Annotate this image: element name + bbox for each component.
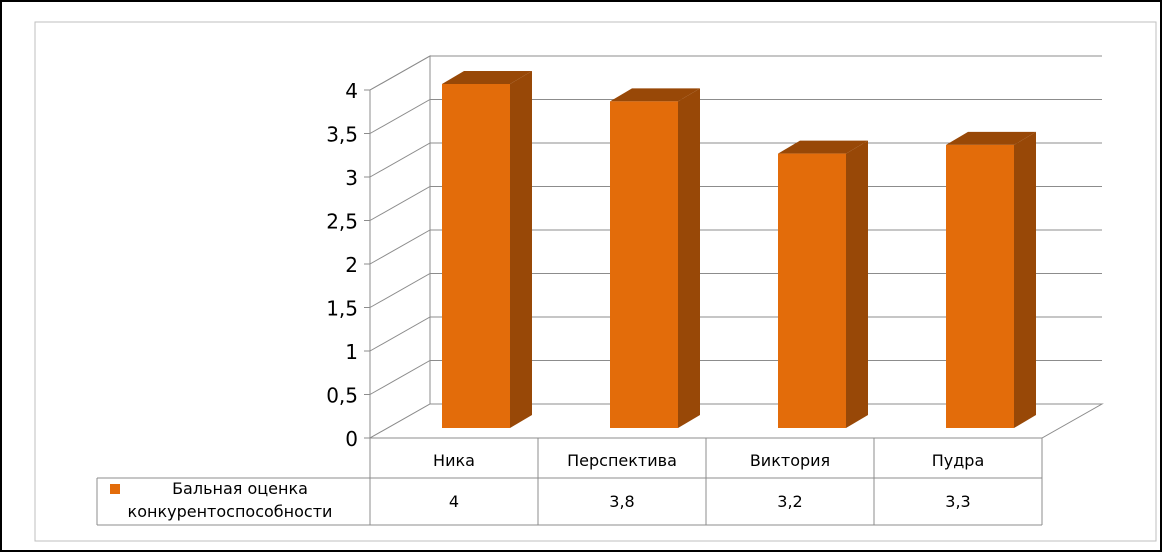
bar-side bbox=[846, 140, 868, 428]
gridline bbox=[369, 229, 1102, 265]
y-tick-label: 0 bbox=[345, 427, 358, 451]
bar-front bbox=[778, 153, 846, 428]
y-tick-label: 0,5 bbox=[326, 384, 358, 408]
data-label: 3,2 bbox=[777, 492, 802, 511]
y-tick-label: 1 bbox=[345, 340, 358, 364]
bar-front bbox=[946, 144, 1014, 428]
gridline bbox=[369, 316, 1102, 352]
legend-label: Бальная оценка bbox=[172, 479, 308, 498]
gridline bbox=[369, 55, 1102, 91]
bar-top bbox=[610, 88, 700, 102]
y-tick-label: 2 bbox=[345, 253, 358, 277]
legend-key bbox=[110, 484, 120, 494]
gridline bbox=[369, 273, 1102, 308]
y-tick-label: 3 bbox=[345, 166, 358, 190]
bar bbox=[946, 131, 1036, 428]
data-label: 4 bbox=[449, 492, 459, 511]
data-table: Ника 4 Перспектива 3,8 Виктория 3,2 Пудра 3,3 Ба… bbox=[96, 437, 1043, 526]
bars bbox=[442, 71, 1036, 429]
bar bbox=[610, 88, 700, 429]
bar bbox=[778, 140, 868, 428]
y-axis-ticks: 0 0,5 1 1,5 2 2,5 3 3,5 4 bbox=[326, 79, 371, 451]
bar-top bbox=[946, 131, 1036, 145]
gridline bbox=[369, 99, 1102, 134]
bar-side bbox=[510, 71, 532, 428]
bar-side bbox=[678, 88, 700, 429]
y-tick-label: 3,5 bbox=[326, 123, 358, 147]
category-label: Перспектива bbox=[567, 451, 677, 470]
category-label: Ника bbox=[433, 451, 475, 470]
bar-front bbox=[610, 101, 678, 429]
bar bbox=[442, 71, 532, 428]
gridline bbox=[369, 186, 1102, 221]
gridlines bbox=[369, 55, 1102, 395]
data-label: 3,3 bbox=[945, 492, 970, 511]
data-label: 3,8 bbox=[609, 492, 634, 511]
bar-side bbox=[1014, 131, 1036, 428]
y-tick-label: 1,5 bbox=[326, 297, 358, 321]
category-label: Виктория bbox=[750, 451, 830, 470]
y-tick-label: 4 bbox=[345, 79, 358, 103]
bar-top bbox=[778, 140, 868, 154]
gridline bbox=[369, 142, 1102, 178]
legend-label: конкурентоспособности bbox=[128, 502, 333, 521]
bar-top bbox=[442, 71, 532, 84]
bar-front bbox=[442, 84, 510, 428]
category-label: Пудра bbox=[932, 451, 985, 470]
gridline bbox=[369, 360, 1102, 395]
y-tick-label: 2,5 bbox=[326, 210, 358, 234]
